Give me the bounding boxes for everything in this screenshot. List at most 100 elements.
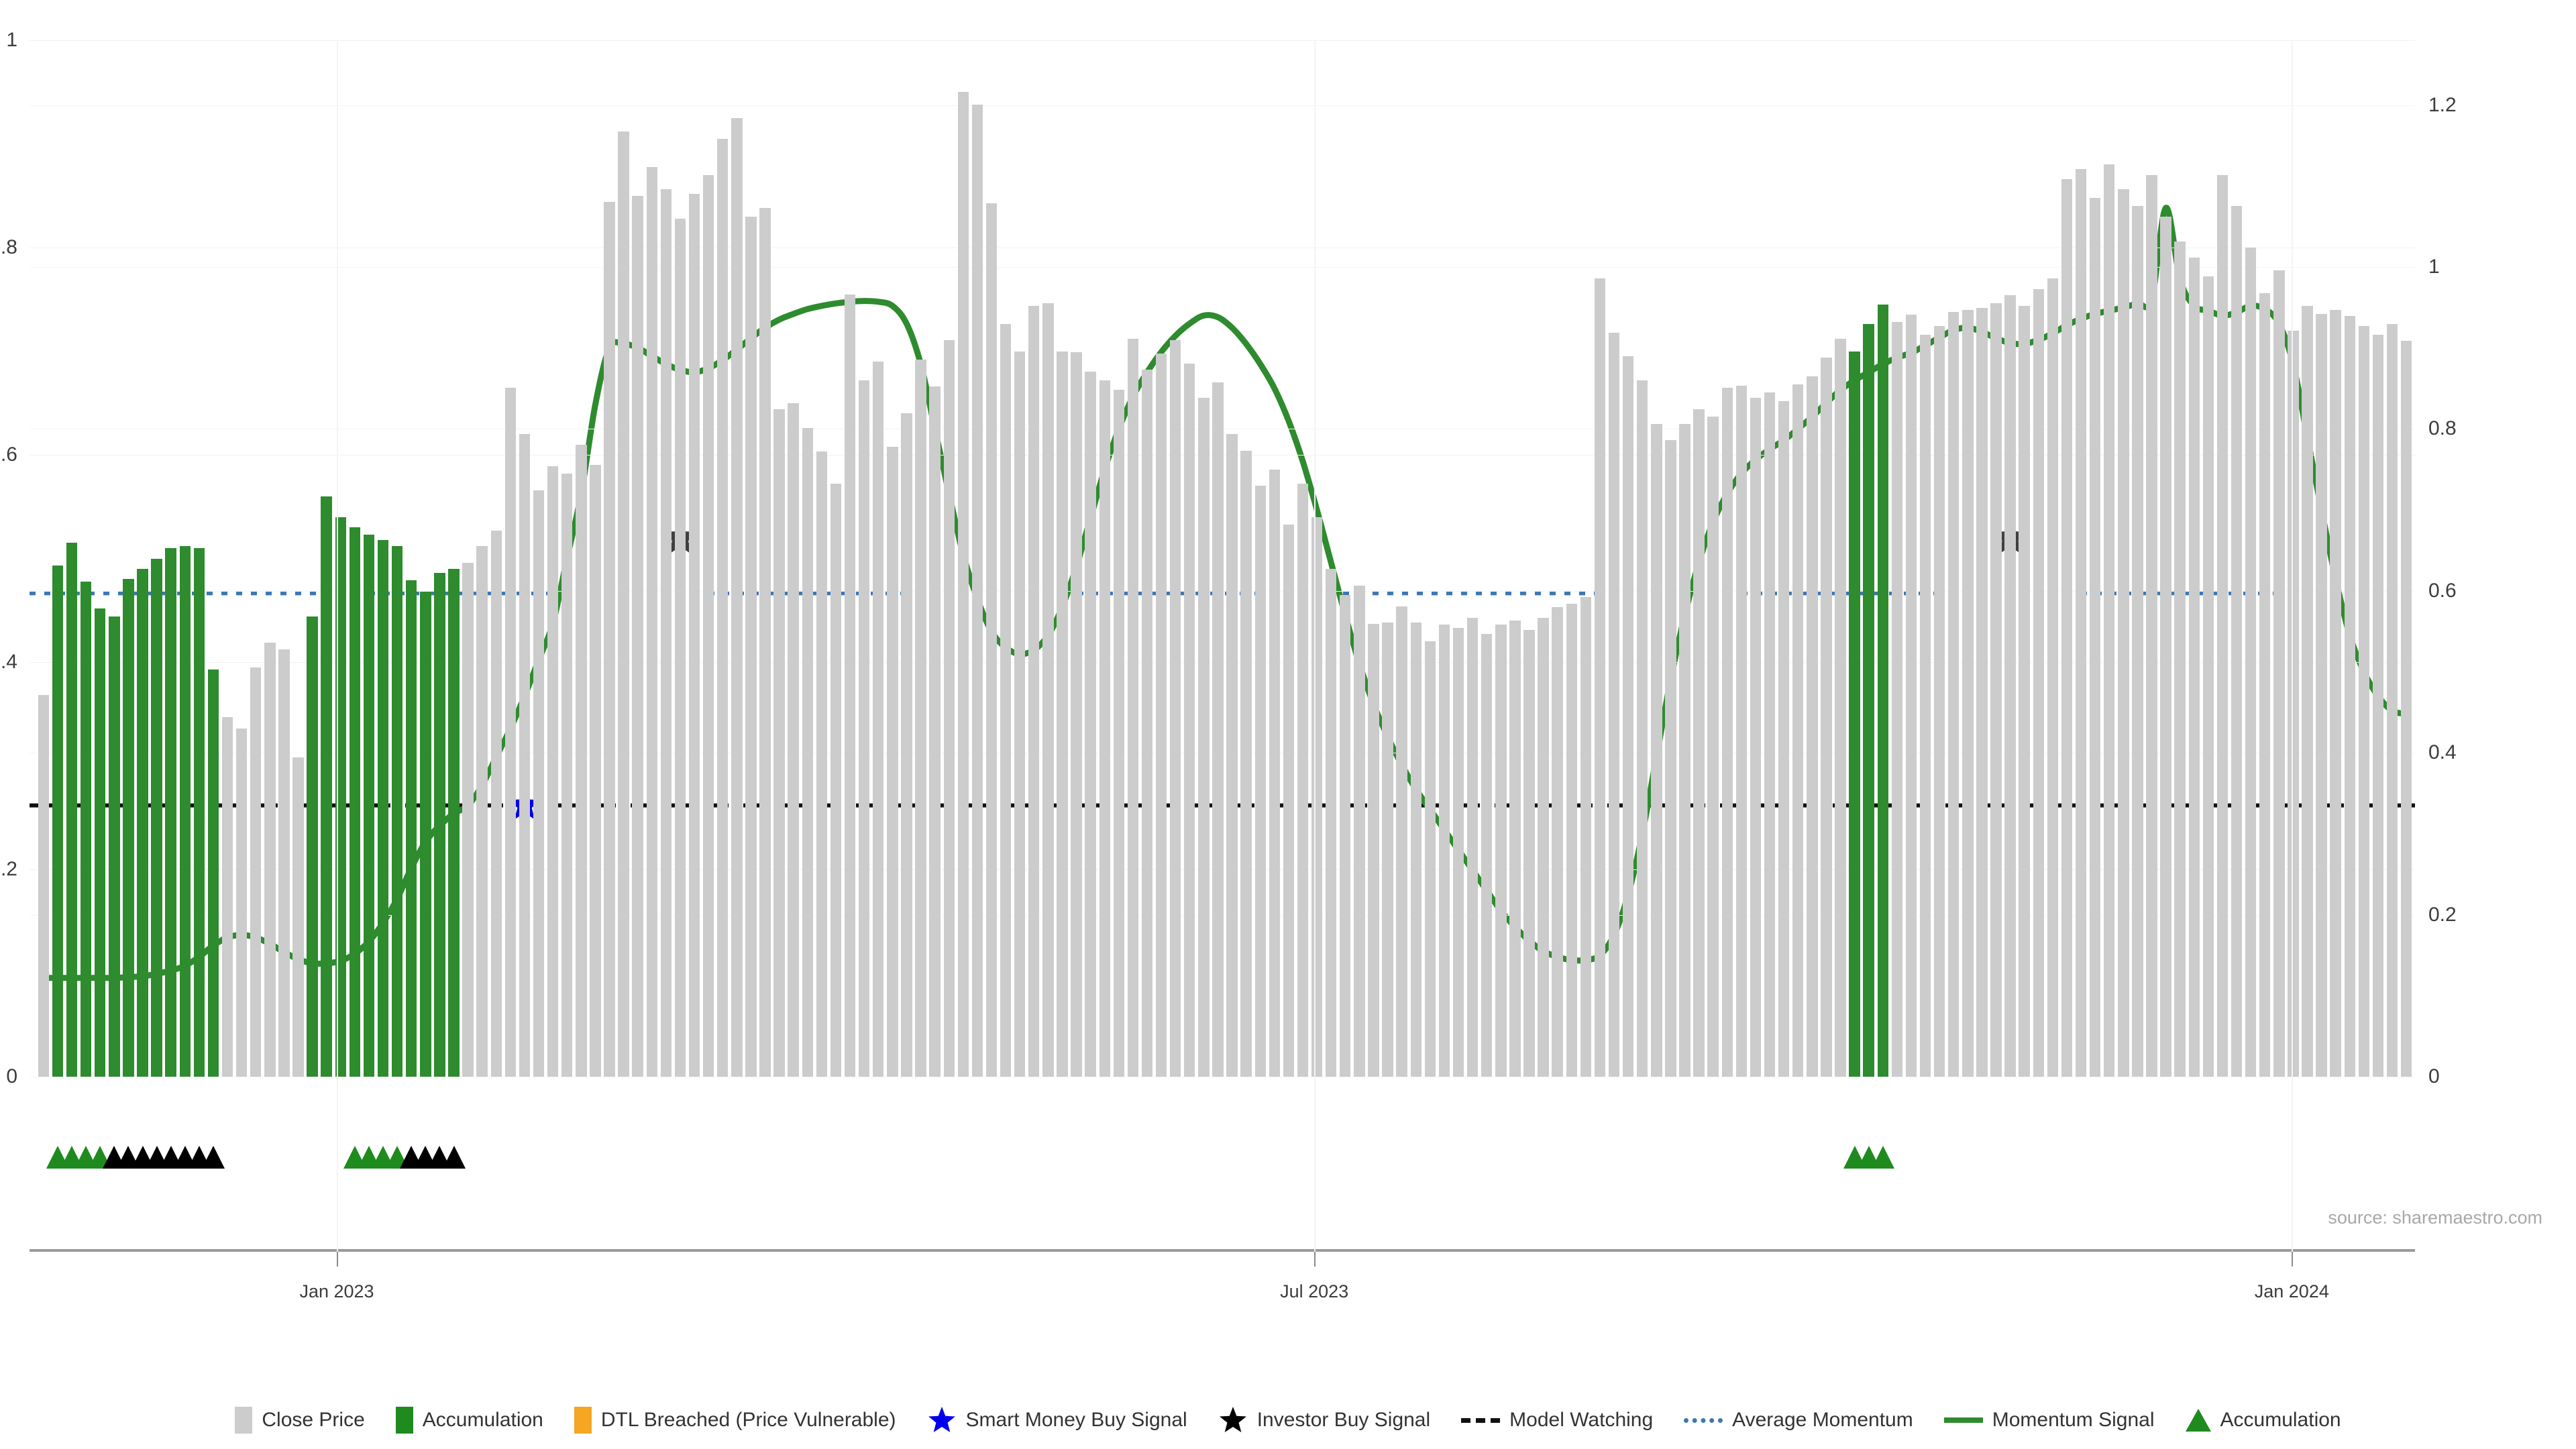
close-price-bar [688, 193, 700, 1077]
legend-item-5[interactable]: Model Watching [1461, 1409, 1653, 1432]
close-price-bar [2386, 324, 2398, 1077]
close-price-bar [1693, 409, 1705, 1077]
close-price-bar [1538, 617, 1549, 1077]
close-price-bar [2202, 276, 2214, 1077]
close-price-bar [504, 387, 517, 1077]
x-tick-label-1: Jul 2023 [1280, 1281, 1349, 1301]
legend-item-label: DTL Breached (Price Vulnerable) [600, 1409, 896, 1431]
legend-item-2[interactable]: DTL Breached (Price Vulnerable) [574, 1407, 896, 1434]
close-price-bar [561, 473, 573, 1077]
close-price-bar [887, 446, 898, 1077]
close-price-bar [2344, 315, 2355, 1077]
y-tick-right-0: 1.2 [2428, 93, 2457, 116]
close-price-bar [858, 380, 870, 1077]
legend-triangle-icon [2185, 1409, 2211, 1432]
legend-line-swatch [1684, 1417, 1723, 1423]
close-price-bar [2245, 248, 2257, 1077]
close-price-bar [1962, 309, 1974, 1077]
close-price-bar [1721, 387, 1733, 1077]
accumulation-bar [377, 539, 389, 1077]
close-price-bar [1665, 440, 1676, 1077]
y-tick-left-3: 0.4 [0, 651, 17, 673]
chart-legend: Close Price Accumulation DTL Breached (Pri… [0, 1405, 2576, 1435]
close-price-bar [1608, 332, 1620, 1077]
accumulation-triangle-icon [201, 1146, 225, 1169]
accumulation-triangle-strip [30, 1140, 2415, 1181]
close-price-bar [1057, 351, 1068, 1077]
legend-color-swatch [574, 1407, 592, 1434]
legend-line-swatch [1943, 1417, 1983, 1423]
y-tick-left-4: 0.2 [0, 858, 17, 880]
close-price-bar [632, 195, 643, 1077]
close-price-bar [1735, 385, 1748, 1077]
close-price-bar [1552, 607, 1563, 1077]
legend-item-6[interactable]: Average Momentum [1684, 1409, 1913, 1432]
legend-item-1[interactable]: Accumulation [395, 1407, 543, 1434]
legend-color-swatch [235, 1407, 253, 1434]
close-price-bar [1976, 307, 1988, 1077]
close-price-bar [2061, 179, 2073, 1077]
accumulation-bar [207, 669, 219, 1077]
accumulation-bar [109, 616, 120, 1077]
close-price-bar [292, 757, 304, 1077]
x-tick-mark-1 [1314, 1252, 1316, 1267]
close-price-bar [957, 92, 969, 1077]
close-price-bar [802, 427, 814, 1077]
close-price-bar [1254, 486, 1266, 1077]
close-price-bar [1226, 434, 1238, 1077]
close-price-bar [674, 218, 686, 1077]
close-price-bar [576, 444, 587, 1077]
y-tick-left-0: 1 [6, 29, 17, 51]
x-tick-label-0: Jan 2023 [299, 1281, 374, 1301]
legend-item-4[interactable]: Investor Buy Signal [1218, 1405, 1430, 1435]
accumulation-bar [349, 527, 361, 1077]
close-price-bar [1368, 623, 1379, 1077]
close-price-bar [1707, 416, 1719, 1077]
close-price-bar [2103, 164, 2115, 1077]
close-price-bar [476, 545, 488, 1077]
legend-item-8[interactable]: Accumulation [2185, 1409, 2341, 1432]
close-price-bar [590, 465, 601, 1077]
close-price-bar [1311, 517, 1323, 1077]
close-price-bar [1566, 604, 1577, 1077]
close-price-bar [1269, 469, 1281, 1077]
accumulation-bar [307, 616, 318, 1077]
close-price-bar [2273, 270, 2285, 1077]
close-price-bar [2033, 288, 2044, 1077]
close-price-bar [1580, 596, 1592, 1077]
close-price-bar [2188, 258, 2200, 1077]
y-tick-left-2: 0.6 [0, 443, 17, 466]
accumulation-bar [391, 545, 403, 1077]
close-price-bar [1509, 621, 1521, 1077]
close-price-bar [618, 131, 629, 1077]
close-price-bar [1651, 423, 1662, 1077]
close-price-bar [1919, 334, 1931, 1077]
legend-color-swatch [395, 1407, 413, 1434]
close-price-bar [1622, 356, 1634, 1077]
legend-star-icon [928, 1407, 955, 1432]
y-tick-right-1: 1 [2428, 255, 2440, 278]
legend-item-0[interactable]: Close Price [235, 1407, 365, 1434]
close-price-bar [2330, 309, 2341, 1077]
accumulation-bar [95, 608, 106, 1077]
close-price-bar [1000, 324, 1012, 1077]
close-price-bar [1495, 625, 1507, 1077]
legend-item-label: Smart Money Buy Signal [965, 1409, 1187, 1431]
close-price-bar [462, 562, 474, 1077]
accumulation-bar [1849, 351, 1860, 1077]
close-price-bar [646, 166, 658, 1077]
legend-item-label: Accumulation [422, 1409, 543, 1431]
close-price-bar [1085, 372, 1096, 1077]
accumulation-bar [321, 496, 332, 1077]
close-price-bar [2004, 295, 2016, 1077]
legend-item-7[interactable]: Momentum Signal [1943, 1409, 2155, 1432]
close-price-bar [490, 530, 502, 1077]
x-axis-line [30, 1249, 2415, 1252]
legend-item-label: Investor Buy Signal [1256, 1409, 1431, 1431]
y-tick-right-6: 0 [2428, 1065, 2440, 1087]
close-price-bar [2174, 241, 2186, 1077]
legend-item-3[interactable]: Smart Money Buy Signal [927, 1405, 1187, 1435]
y-tick-right-4: 0.4 [2428, 741, 2457, 764]
close-price-bar [221, 716, 233, 1077]
close-price-bar [1636, 380, 1648, 1077]
